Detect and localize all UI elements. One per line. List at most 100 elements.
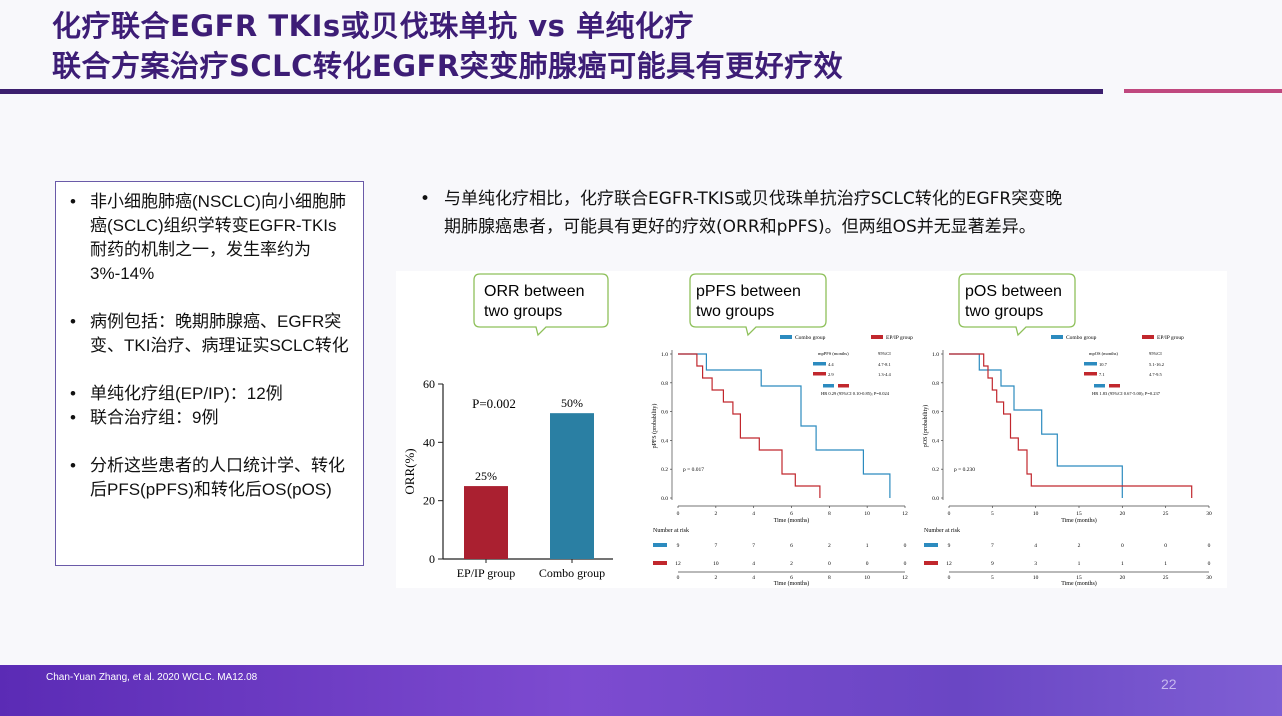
orr-y-tick-label: 60 bbox=[423, 377, 435, 391]
page-number: 22 bbox=[1161, 676, 1177, 692]
ppfs-risk-count: 4 bbox=[752, 561, 755, 567]
pos-risk-count: 0 bbox=[1208, 543, 1211, 549]
ppfs-x-tick-label: 8 bbox=[828, 511, 831, 517]
pos-callout-line-1: pOS between bbox=[965, 283, 1062, 300]
ppfs-risk-count: 0 bbox=[904, 561, 907, 567]
pos-callout-line-2: two groups bbox=[965, 303, 1043, 320]
ppfs-x-tick-label: 0 bbox=[677, 511, 680, 517]
pos-risk-count: 2 bbox=[1078, 543, 1081, 549]
summary-bullet-3: 单纯化疗组(EP/IP)：12例 bbox=[70, 382, 353, 406]
ppfs-x-axis-label: Time (months) bbox=[774, 517, 810, 524]
pos-risk-count: 1 bbox=[1121, 561, 1124, 567]
ppfs-risk-count: 2 bbox=[828, 543, 831, 549]
pos-risk-count: 0 bbox=[1121, 543, 1124, 549]
pos-x-axis-label: Time (months) bbox=[1061, 517, 1097, 524]
ppfs-stats-ci: 1.3-4.4 bbox=[878, 372, 891, 377]
ppfs-x-tick-label: 10 bbox=[864, 511, 870, 517]
pos-risk-count: 3 bbox=[1034, 561, 1037, 567]
pos-x-tick-label: 10 bbox=[1033, 511, 1039, 517]
summary-bullet-5: 分析这些患者的人口统计学、转化后PFS(pPFS)和转化后OS(pOS) bbox=[70, 454, 353, 502]
ppfs-stats-median: 2.9 bbox=[828, 372, 834, 377]
ppfs-hr-swatch-epip bbox=[838, 384, 849, 388]
pos-risk-x-axis-label: Time (months) bbox=[1061, 580, 1097, 587]
ppfs-risk-tick-label: 2 bbox=[714, 575, 717, 581]
pos-hr-text: HR 1.83 (95%CI 0.67-5.00); P=0.237 bbox=[1092, 391, 1161, 396]
ppfs-risk-tick-label: 6 bbox=[790, 575, 793, 581]
pos-y-axis-label: pOS (probability) bbox=[922, 405, 929, 448]
pos-risk-count: 1 bbox=[1078, 561, 1081, 567]
ppfs-x-tick-label: 12 bbox=[902, 511, 908, 517]
footer-band bbox=[0, 665, 1282, 716]
pos-y-tick-label: 0.0 bbox=[932, 496, 939, 502]
summary-bullet-2: 病例包括：晚期肺腺癌、EGFR突变、TKI治疗、病理证实SCLC转化 bbox=[70, 310, 353, 358]
summary-box: 非小细胞肺癌(NSCLC)向小细胞肺癌(SCLC)组织学转变EGFR-TKIs耐… bbox=[55, 181, 364, 566]
ppfs-y-tick-label: 0.4 bbox=[661, 438, 668, 444]
orr-bar bbox=[464, 486, 508, 559]
ppfs-stats-swatch bbox=[813, 372, 826, 376]
ppfs-stats-ci: 4.7-8.1 bbox=[878, 362, 891, 367]
pos-pvalue: p = 0.230 bbox=[954, 467, 975, 473]
citation: Chan-Yuan Zhang, et al. 2020 WCLC. MA12.… bbox=[46, 672, 258, 683]
title-line-1: 化疗联合EGFR TKIs或贝伐珠单抗 vs 单纯化疗 bbox=[52, 9, 695, 43]
pos-hr-swatch-combo bbox=[1094, 384, 1105, 388]
ppfs-risk-count: 7 bbox=[714, 543, 717, 549]
ppfs-curve-combo bbox=[678, 353, 891, 498]
pos-stats-header-median: mpOS (months) bbox=[1089, 351, 1118, 356]
ppfs-risk-swatch bbox=[653, 561, 667, 565]
ppfs-y-tick-label: 0.6 bbox=[661, 410, 668, 416]
pos-stats-median: 7.1 bbox=[1099, 372, 1105, 377]
pos-y-tick-label: 0.4 bbox=[932, 438, 939, 444]
orr-x-tick-label: EP/IP group bbox=[457, 566, 516, 580]
summary-bullet-4: 联合治疗组：9例 bbox=[70, 406, 353, 430]
pos-risk-label: Number at risk bbox=[924, 528, 960, 534]
orr-callout-line-2: two groups bbox=[484, 303, 562, 320]
ppfs-risk-count: 12 bbox=[675, 561, 681, 567]
ppfs-km-chart: Combo group EP/IP group 0.0 0.2 0.4 0.6 0.8 1.0… bbox=[651, 335, 913, 587]
orr-bar bbox=[550, 413, 594, 559]
orr-y-tick-label: 40 bbox=[423, 435, 435, 449]
pos-stats-ci: 5.1-16.2 bbox=[1149, 362, 1164, 367]
ppfs-hr-swatch-combo bbox=[823, 384, 834, 388]
pos-risk-count: 9 bbox=[948, 543, 951, 549]
ppfs-callout-line-1: pPFS between bbox=[696, 283, 801, 300]
pos-risk-count: 0 bbox=[1208, 561, 1211, 567]
pos-curve-combo bbox=[949, 353, 1123, 498]
pos-x-tick-label: 0 bbox=[948, 511, 951, 517]
ppfs-stats-header-ci: 95%CI bbox=[878, 351, 891, 356]
figure-svg: ORR between two groups pPFS between two … bbox=[402, 273, 1212, 587]
ppfs-stats-swatch bbox=[813, 362, 826, 366]
ppfs-y-tick-label: 0.2 bbox=[661, 467, 668, 473]
pos-risk-count: 4 bbox=[1034, 543, 1037, 549]
main-bullet-line-2: 期肺腺癌患者，可能具有更好的疗效(ORR和pPFS)。但两组OS并无显著差异。 bbox=[444, 217, 1036, 237]
title-underline-accent bbox=[1124, 89, 1282, 93]
slide-title: 化疗联合EGFR TKIs或贝伐珠单抗 vs 单纯化疗 联合方案治疗SCLC转化… bbox=[52, 6, 843, 86]
pos-km-chart: Combo group EP/IP group 0.0 0.2 0.4 0.6 0.8 1.0… bbox=[922, 335, 1212, 587]
ppfs-hr-text: HR 0.29 (95%CI 0.10-0.85); P=0.024 bbox=[821, 391, 890, 396]
ppfs-legend-label-epip: EP/IP group bbox=[886, 335, 913, 341]
ppfs-x-tick-label: 6 bbox=[790, 511, 793, 517]
pos-stats-swatch bbox=[1084, 372, 1097, 376]
ppfs-risk-count: 2 bbox=[790, 561, 793, 567]
pos-stats-header-ci: 95%CI bbox=[1149, 351, 1162, 356]
pos-risk-count: 0 bbox=[1164, 543, 1167, 549]
pos-stats-ci: 4.7-9.5 bbox=[1149, 372, 1162, 377]
orr-y-axis-label: ORR(%) bbox=[402, 448, 417, 494]
pos-risk-tick-label: 10 bbox=[1033, 575, 1039, 581]
orr-bar-chart: 0 20 40 60 ORR(%) 25% EP/IP group 50% Combo grou… bbox=[402, 377, 613, 580]
orr-y-tick-label: 0 bbox=[429, 552, 435, 566]
ppfs-risk-x-axis-label: Time (months) bbox=[774, 580, 810, 587]
summary-bullet-1: 非小细胞肺癌(NSCLC)向小细胞肺癌(SCLC)组织学转变EGFR-TKIs耐… bbox=[70, 190, 353, 286]
ppfs-legend-swatch-combo bbox=[780, 335, 792, 339]
ppfs-curve-epip bbox=[678, 353, 821, 498]
ppfs-x-tick-label: 4 bbox=[752, 511, 755, 517]
pos-risk-count: 12 bbox=[946, 561, 952, 567]
ppfs-stats-median: 4.4 bbox=[828, 362, 834, 367]
ppfs-y-tick-label: 0.0 bbox=[661, 496, 668, 502]
pos-risk-tick-label: 30 bbox=[1206, 575, 1212, 581]
pos-risk-count: 1 bbox=[1164, 561, 1167, 567]
ppfs-risk-tick-label: 0 bbox=[677, 575, 680, 581]
ppfs-risk-count: 7 bbox=[752, 543, 755, 549]
figure-panel: ORR between two groups pPFS between two … bbox=[396, 271, 1227, 588]
pos-x-tick-label: 30 bbox=[1206, 511, 1212, 517]
pos-risk-tick-label: 20 bbox=[1120, 575, 1126, 581]
